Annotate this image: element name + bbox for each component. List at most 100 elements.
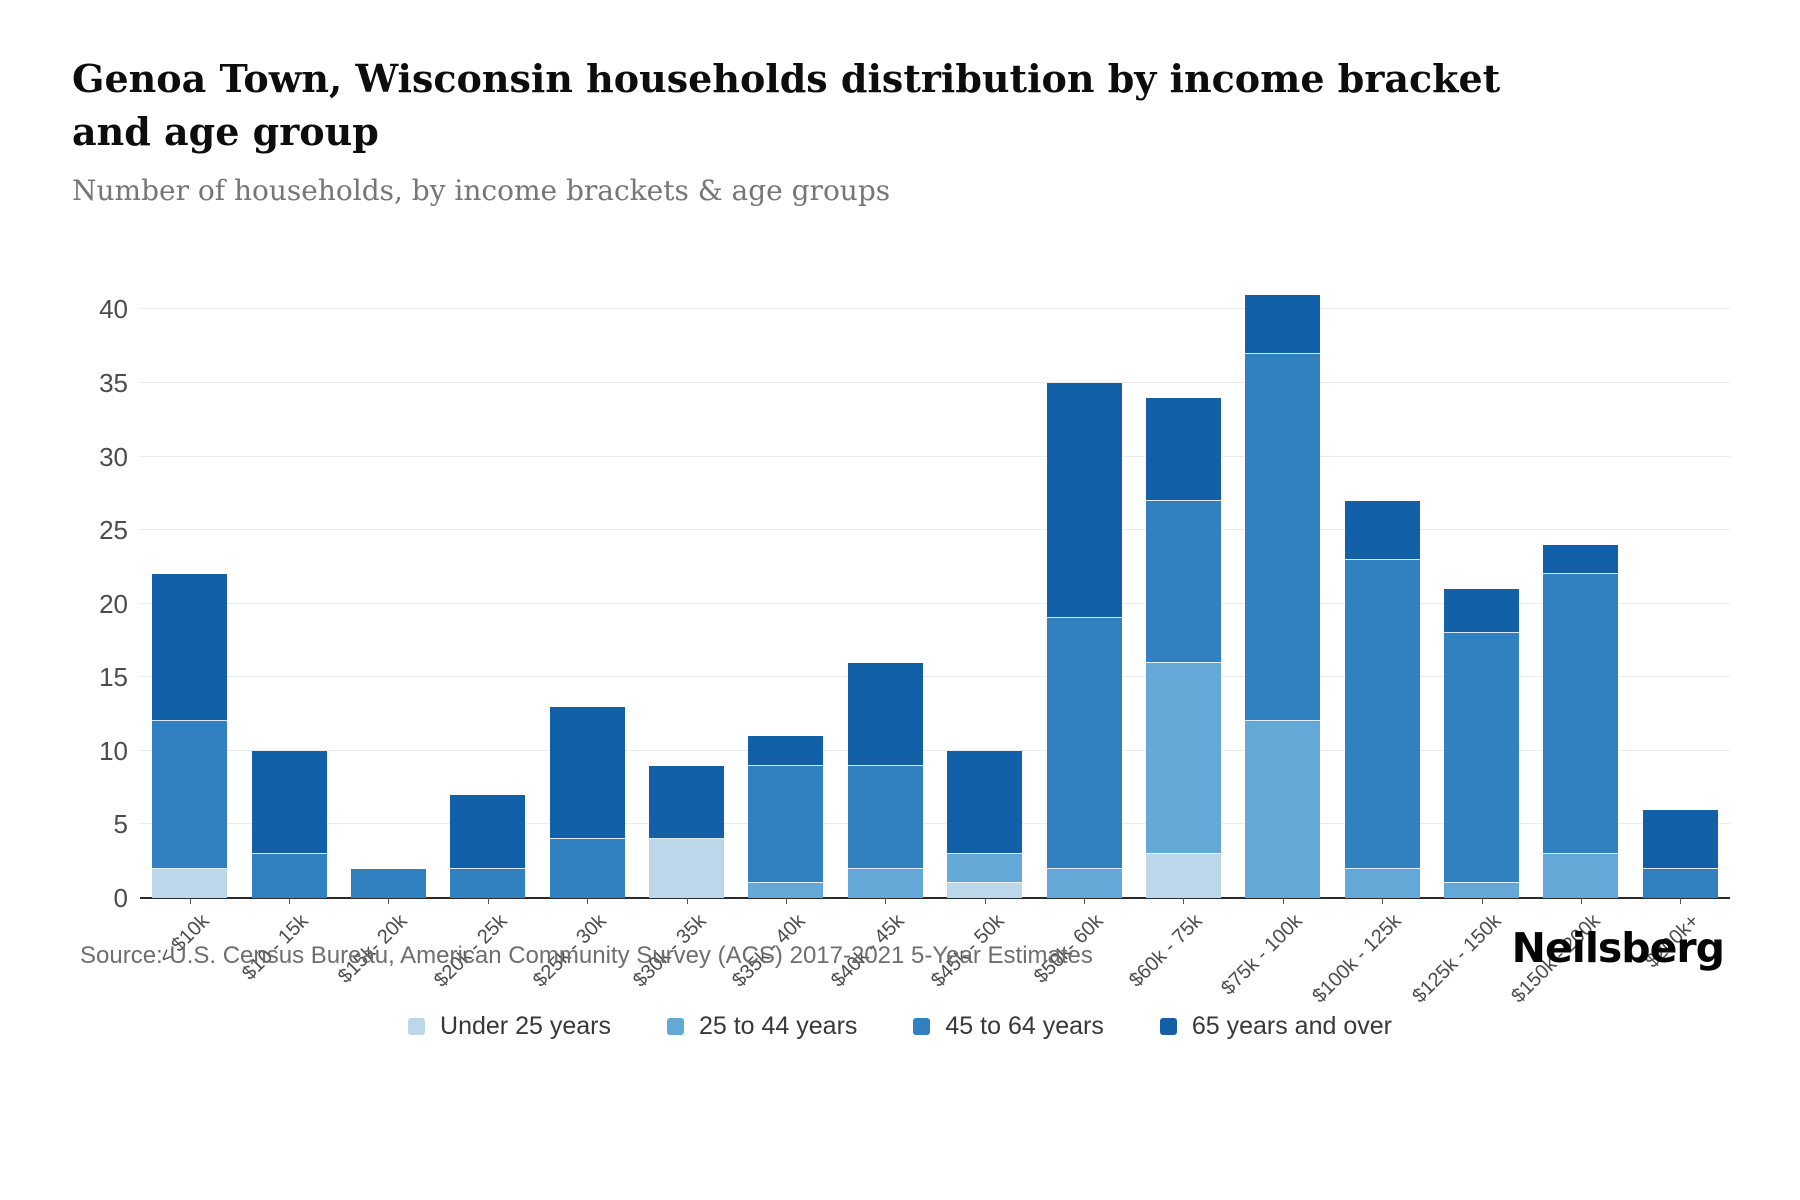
- bar-segment[interactable]: [649, 765, 725, 840]
- bar-segment[interactable]: [1046, 383, 1122, 619]
- bar-segment[interactable]: [1642, 809, 1718, 869]
- x-axis-tick: [1481, 898, 1483, 904]
- legend-item[interactable]: 65 years and over: [1159, 1012, 1392, 1041]
- page-title: Genoa Town, Wisconsin households distrib…: [72, 56, 1501, 154]
- gridline: [140, 749, 1730, 751]
- legend-label: 45 to 64 years: [945, 1012, 1104, 1040]
- legend-item[interactable]: 45 to 64 years: [913, 1012, 1104, 1041]
- x-axis-tick: [189, 898, 191, 904]
- bar-segment[interactable]: [1145, 397, 1221, 501]
- bar-segment[interactable]: [1245, 721, 1321, 898]
- bar-$60k - 75k: [1145, 397, 1221, 898]
- bar-segment[interactable]: [1344, 500, 1420, 560]
- y-axis-tick-label: 15: [99, 662, 128, 693]
- bar-chart-plot-area: < $10k $10 - 15k $15k- 20k $20k - 25k $25k -…: [140, 255, 1730, 1007]
- y-axis-tick-label: 35: [99, 368, 128, 399]
- bar-segment[interactable]: [152, 868, 228, 898]
- bar-segment[interactable]: [450, 795, 526, 869]
- x-axis-tick-label: $60k - 75k: [1125, 910, 1207, 992]
- legend-label: Under 25 years: [440, 1012, 611, 1040]
- bar-segment[interactable]: [947, 750, 1023, 854]
- x-axis-tick: [1580, 898, 1582, 904]
- bar-segment[interactable]: [549, 706, 625, 840]
- x-axis-tick-label: $45k - 50k: [926, 910, 1009, 992]
- x-axis-tick-label: $25k - 30k: [529, 910, 611, 992]
- bar-segment[interactable]: [748, 736, 824, 766]
- x-axis-tick: [388, 898, 390, 904]
- gridline: [140, 676, 1730, 678]
- bar-$15k- 20k: [350, 868, 426, 898]
- bar-$50k- 60k: [1046, 383, 1122, 898]
- legend-swatch: [1159, 1018, 1177, 1035]
- bar-segment[interactable]: [649, 839, 725, 898]
- x-axis-tick-label: $10 - 15k: [238, 910, 313, 985]
- bar-$25k - 30k: [549, 706, 625, 898]
- bar-segment[interactable]: [947, 883, 1023, 898]
- bar-segment[interactable]: [450, 868, 526, 898]
- bar-$100k - 125k: [1344, 500, 1420, 898]
- bar-segment[interactable]: [847, 662, 923, 766]
- x-axis-tick-label: < $10k: [154, 910, 214, 969]
- legend-swatch: [913, 1018, 931, 1035]
- bar-segment[interactable]: [1344, 868, 1420, 898]
- x-axis-tick: [1382, 898, 1384, 904]
- y-axis-tick-label: 30: [99, 441, 128, 472]
- bar-segment[interactable]: [1145, 500, 1221, 663]
- x-axis-tick: [686, 898, 688, 904]
- legend-item[interactable]: 25 to 44 years: [666, 1012, 858, 1041]
- bar-< $10k: [152, 574, 228, 898]
- legend-swatch: [666, 1018, 684, 1035]
- gridline: [140, 823, 1730, 825]
- bar-segment[interactable]: [1543, 574, 1619, 854]
- bar-segment[interactable]: [350, 868, 426, 898]
- x-axis-tick-label: $20k - 25k: [429, 910, 512, 992]
- bar-segment[interactable]: [748, 765, 824, 884]
- y-axis-tick-label: 20: [99, 588, 128, 619]
- bar-segment[interactable]: [152, 574, 228, 722]
- bar-segment[interactable]: [847, 868, 923, 898]
- bar-segment[interactable]: [1245, 353, 1321, 722]
- x-axis-tick-label: $15k- 20k: [334, 910, 412, 988]
- bar-$10 - 15k: [251, 750, 327, 898]
- x-axis-tick-label: $35k - 40k: [727, 910, 810, 992]
- bar-segment[interactable]: [1444, 589, 1520, 634]
- bar-$40k - 45k: [847, 662, 923, 898]
- bar-segment[interactable]: [1245, 294, 1321, 354]
- bar-$125k - 150k: [1444, 589, 1520, 898]
- bar-$35k - 40k: [748, 736, 824, 898]
- bar-$75k - 100k: [1245, 294, 1321, 898]
- legend-item[interactable]: Under 25 years: [408, 1012, 611, 1041]
- bar-segment[interactable]: [1642, 868, 1718, 898]
- gridline: [140, 602, 1730, 604]
- y-axis-tick-label: 40: [99, 294, 128, 325]
- bar-segment[interactable]: [1145, 662, 1221, 854]
- x-axis-tick-label: $75k - 100k: [1216, 910, 1307, 1000]
- bar-segment[interactable]: [1145, 853, 1221, 898]
- bar-segment[interactable]: [1344, 559, 1420, 869]
- bar-segment[interactable]: [748, 883, 824, 898]
- bar-$30k - 35k: [649, 765, 725, 898]
- legend-swatch: [408, 1018, 426, 1035]
- bar-segment[interactable]: [1046, 868, 1122, 898]
- bar-segment[interactable]: [251, 750, 327, 854]
- y-axis-tick-label: 5: [113, 809, 128, 840]
- bar-segment[interactable]: [947, 853, 1023, 884]
- bar-segment[interactable]: [152, 721, 228, 869]
- bar-segment[interactable]: [1543, 853, 1619, 898]
- x-axis-tick: [487, 898, 489, 904]
- bar-segment[interactable]: [847, 765, 923, 869]
- bar-segment[interactable]: [1543, 544, 1619, 575]
- legend-label: 25 to 44 years: [698, 1012, 858, 1040]
- bar-$150k - 200k: [1543, 544, 1619, 898]
- gridline: [140, 382, 1730, 384]
- y-axis-tick-label: 10: [99, 735, 128, 766]
- bar-segment[interactable]: [1444, 633, 1520, 884]
- bar-$45k - 50k: [947, 750, 1023, 898]
- bar-segment[interactable]: [251, 853, 327, 898]
- bar-segment[interactable]: [1444, 883, 1520, 898]
- bar-segment[interactable]: [549, 839, 625, 898]
- bar-segment[interactable]: [1046, 618, 1122, 869]
- y-axis-tick-label: 0: [113, 883, 128, 913]
- x-axis-tick-label: $50k- 60k: [1029, 910, 1108, 988]
